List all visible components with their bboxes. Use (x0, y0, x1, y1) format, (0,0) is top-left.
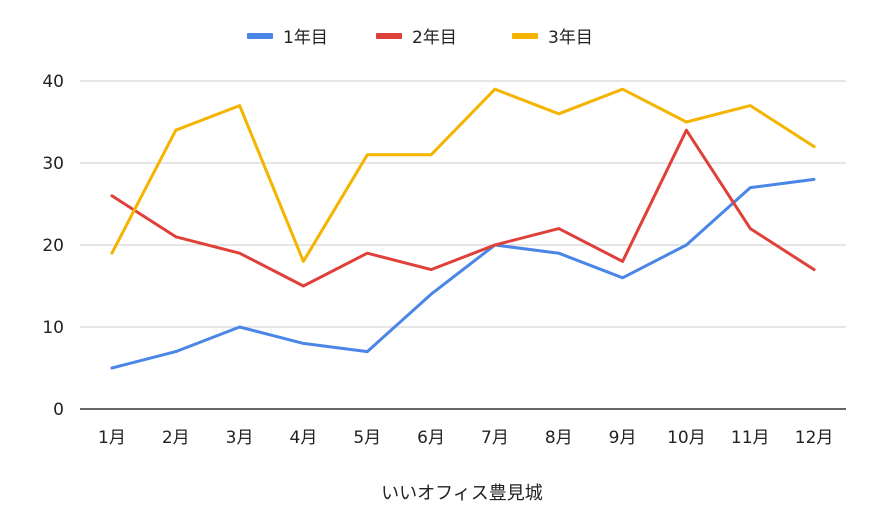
series-line-2 (110, 128, 816, 288)
x-tick-label: 6月 (417, 428, 445, 448)
x-tick-label: 8月 (545, 428, 573, 448)
y-tick-label: 0 (53, 400, 64, 420)
x-tick-label: 10月 (667, 428, 706, 448)
series-line-1 (110, 177, 816, 370)
legend: 1年目 2年目 3年目 (247, 28, 593, 48)
x-tick-label: 7月 (481, 428, 509, 448)
series-line-3 (110, 87, 816, 263)
x-tick-label: 5月 (353, 428, 381, 448)
legend-label: 3年目 (548, 28, 593, 48)
x-axis-ticks: 1月 2月 3月 4月 5月 6月 7月 8月 9月 10月 11月 12月 (98, 428, 833, 448)
y-tick-label: 10 (42, 318, 64, 338)
x-tick-label: 4月 (290, 428, 318, 448)
legend-label: 1年目 (283, 28, 328, 48)
x-tick-label: 12月 (795, 428, 834, 448)
legend-swatch (247, 33, 273, 39)
x-tick-label: 2月 (162, 428, 190, 448)
y-tick-label: 20 (42, 236, 64, 256)
x-tick-label: 1月 (98, 428, 126, 448)
x-tick-label: 9月 (609, 428, 637, 448)
legend-swatch (376, 33, 402, 39)
x-tick-label: 3月 (226, 428, 254, 448)
x-tick-label: 11月 (731, 428, 770, 448)
legend-label: 2年目 (412, 28, 457, 48)
series-lines (110, 87, 816, 370)
legend-swatch (512, 33, 538, 39)
y-axis-ticks: 0 10 20 30 40 (42, 72, 64, 420)
gridlines (80, 80, 846, 410)
x-axis-title: いいオフィス豊見城 (381, 483, 543, 504)
y-tick-label: 30 (42, 154, 64, 174)
y-tick-label: 40 (42, 72, 64, 92)
